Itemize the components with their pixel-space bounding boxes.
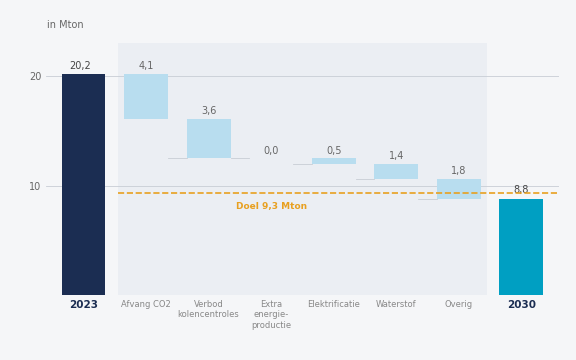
- Text: 1,8: 1,8: [451, 166, 467, 176]
- Bar: [374, 164, 418, 179]
- Bar: [118, 43, 487, 295]
- Text: 0,5: 0,5: [326, 145, 342, 156]
- Text: 20,2: 20,2: [70, 60, 92, 71]
- Text: in Mton: in Mton: [47, 20, 84, 30]
- Text: 3,6: 3,6: [201, 106, 217, 116]
- Bar: [312, 158, 355, 164]
- Bar: [437, 179, 480, 199]
- Bar: [499, 199, 543, 295]
- Bar: [187, 119, 230, 158]
- Text: Doel 9,3 Mton: Doel 9,3 Mton: [236, 202, 306, 211]
- Text: 0,0: 0,0: [263, 145, 279, 156]
- Text: 4,1: 4,1: [138, 61, 154, 71]
- Bar: [62, 74, 105, 295]
- Text: 1,4: 1,4: [388, 151, 404, 161]
- Bar: [124, 74, 168, 119]
- Text: 8,8: 8,8: [514, 185, 529, 195]
